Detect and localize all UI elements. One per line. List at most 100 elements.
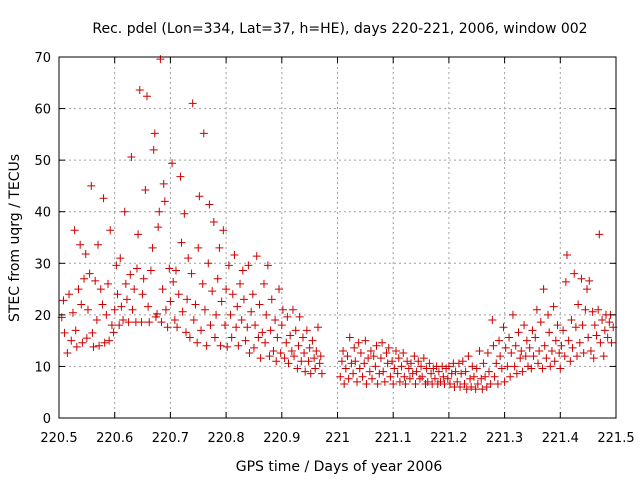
data-point (115, 321, 124, 330)
data-point (154, 223, 163, 232)
data-point (59, 296, 68, 305)
data-point (68, 308, 77, 317)
data-point (232, 323, 241, 332)
data-point (166, 297, 175, 306)
data-point (383, 359, 392, 368)
data-point (337, 357, 346, 366)
data-point (249, 343, 258, 352)
data-point (507, 349, 516, 358)
data-point (293, 364, 302, 373)
data-point (266, 326, 275, 335)
data-point (301, 367, 310, 376)
data-point (116, 254, 125, 263)
data-point (117, 302, 126, 311)
data-point (512, 369, 521, 378)
data-point (538, 364, 547, 373)
data-point (78, 338, 87, 347)
data-point (598, 316, 607, 325)
data-point (314, 323, 323, 332)
data-point (251, 321, 260, 330)
data-point (446, 379, 455, 388)
data-point (72, 342, 81, 351)
data-point (595, 230, 604, 239)
data-point (245, 349, 254, 358)
data-point (347, 359, 356, 368)
data-point (547, 346, 556, 355)
data-point (501, 343, 510, 352)
data-point (472, 364, 481, 373)
data-point (188, 99, 197, 108)
data-point (536, 318, 545, 327)
data-point (540, 341, 549, 350)
data-point (74, 285, 83, 294)
data-point (210, 333, 219, 342)
data-point (93, 240, 102, 249)
data-point (102, 310, 111, 319)
data-point (184, 254, 193, 263)
data-point (241, 336, 250, 345)
data-point (462, 385, 471, 394)
data-point (76, 240, 85, 249)
data-point (110, 305, 119, 314)
data-point (159, 179, 168, 188)
data-point (594, 305, 603, 314)
data-point (230, 251, 239, 260)
data-point (535, 346, 544, 355)
y-tick-label: 0 (43, 412, 51, 427)
data-point (457, 369, 466, 378)
data-point (198, 279, 207, 288)
data-point (493, 379, 502, 388)
data-point (589, 354, 598, 363)
data-point (224, 261, 233, 270)
data-point (528, 326, 537, 335)
data-point (464, 352, 473, 361)
data-point (345, 333, 354, 342)
data-point (168, 159, 177, 168)
data-point (436, 377, 445, 386)
data-point (222, 285, 231, 294)
data-point (429, 364, 438, 373)
data-point (223, 342, 232, 351)
data-point (511, 341, 520, 350)
y-tick-label: 70 (34, 51, 51, 66)
data-point (187, 269, 196, 278)
data-point (354, 338, 363, 347)
data-point (352, 377, 361, 386)
data-point (107, 321, 116, 330)
data-point (341, 364, 350, 373)
data-point (389, 379, 398, 388)
data-point (226, 310, 235, 319)
y-tick-label: 30 (34, 257, 51, 272)
data-point (244, 261, 253, 270)
data-point (517, 346, 526, 355)
data-point (503, 362, 512, 371)
y-tick-label: 20 (34, 309, 51, 324)
data-point (376, 354, 385, 363)
data-point (259, 279, 268, 288)
data-point (100, 338, 109, 347)
data-point (215, 243, 224, 252)
data-point (485, 367, 494, 376)
data-point (365, 367, 374, 376)
data-point (481, 372, 490, 381)
data-point (81, 250, 90, 259)
data-point (306, 369, 315, 378)
data-point (358, 372, 367, 381)
data-point (425, 359, 434, 368)
data-point (256, 354, 265, 363)
data-point (550, 357, 559, 366)
data-point (252, 252, 261, 261)
data-point (297, 357, 306, 366)
data-point (369, 352, 378, 361)
data-point (87, 181, 96, 190)
data-point (362, 379, 371, 388)
data-point (89, 342, 98, 351)
data-point (510, 362, 519, 371)
data-point (109, 328, 118, 337)
data-point (92, 316, 101, 325)
data-point (275, 285, 284, 294)
data-point (157, 318, 166, 327)
x-tick-label: 220.6 (96, 431, 133, 446)
data-point (400, 372, 409, 381)
data-point (310, 354, 319, 363)
